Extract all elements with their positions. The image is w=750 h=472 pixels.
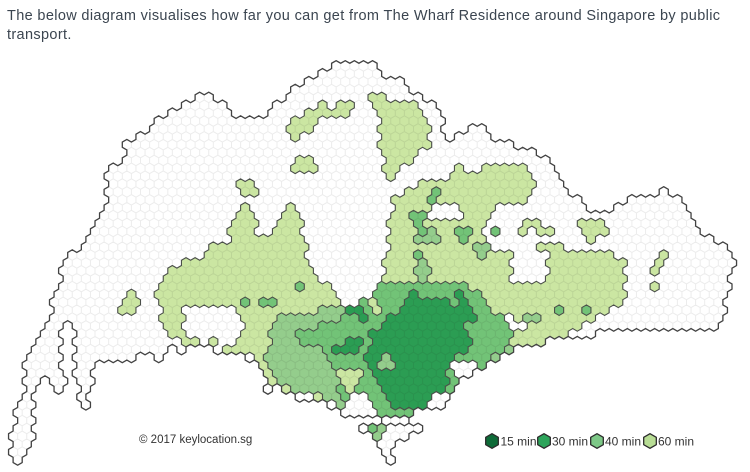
zone-boundaries [117, 91, 669, 443]
copyright-text: © 2017 keylocation.sg [139, 434, 252, 446]
legend-label-30min: 30 min [552, 435, 588, 449]
legend-label-60min: 60 min [658, 435, 694, 449]
hex-cells-base [8, 60, 737, 466]
island-coastline [7, 59, 738, 466]
hex-cells-t40 [263, 226, 541, 442]
legend: 15 min 30 min 40 min 60 min [485, 433, 694, 449]
legend-hex-40min [590, 433, 604, 449]
legend-hex-30min [537, 433, 551, 449]
legend-hex-15min [485, 433, 499, 449]
legend-label-15min: 15 min [501, 435, 537, 449]
legend-label-40min: 40 min [605, 435, 641, 449]
legend-hex-60min [643, 433, 657, 449]
page-title: The below diagram visualises how far you… [7, 8, 721, 44]
hex-grid-layer [7, 59, 738, 466]
hex-cells-t60 [117, 92, 669, 403]
